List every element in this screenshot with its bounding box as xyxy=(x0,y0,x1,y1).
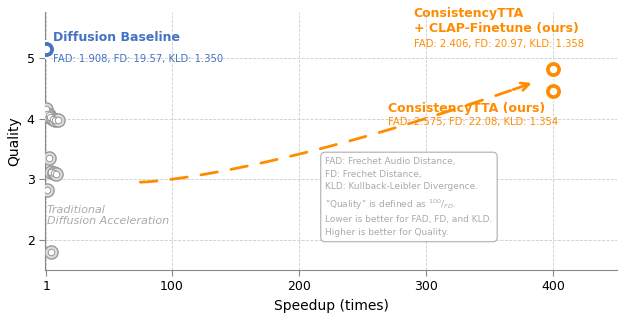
Text: + CLAP-Finetune (ours): + CLAP-Finetune (ours) xyxy=(414,22,578,36)
Point xyxy=(42,111,52,116)
Text: FAD: 2.575, FD: 22.08, KLD: 1.354: FAD: 2.575, FD: 22.08, KLD: 1.354 xyxy=(388,117,558,127)
Point xyxy=(51,172,61,177)
Point xyxy=(41,46,51,51)
Point xyxy=(50,117,60,122)
Point xyxy=(41,46,51,51)
Y-axis label: Quality: Quality xyxy=(7,116,21,166)
Point xyxy=(46,249,56,254)
Point xyxy=(49,171,59,176)
Point xyxy=(47,116,57,121)
Point xyxy=(44,155,54,160)
Text: ConsistencyTTA (ours): ConsistencyTTA (ours) xyxy=(388,102,545,115)
Point xyxy=(548,89,558,94)
Point xyxy=(51,172,61,177)
X-axis label: Speedup (times): Speedup (times) xyxy=(273,299,388,313)
Point xyxy=(44,113,54,118)
Text: FAD: 2.406, FD: 20.97, KLD: 1.358: FAD: 2.406, FD: 20.97, KLD: 1.358 xyxy=(414,39,583,49)
Point xyxy=(42,188,52,193)
Text: FAD: 1.908, FD: 19.57, KLD: 1.350: FAD: 1.908, FD: 19.57, KLD: 1.350 xyxy=(52,54,223,64)
Point xyxy=(47,116,57,121)
Text: Traditional
Diffusion Acceleration: Traditional Diffusion Acceleration xyxy=(47,204,169,226)
Point xyxy=(548,89,558,94)
Text: ConsistencyTTA: ConsistencyTTA xyxy=(414,7,524,20)
Point xyxy=(41,107,51,112)
Point xyxy=(49,171,59,176)
Point xyxy=(52,118,62,123)
Point xyxy=(42,188,52,193)
Point xyxy=(44,113,54,118)
Point xyxy=(46,169,56,174)
Point xyxy=(45,115,55,120)
Point xyxy=(41,107,51,112)
Point xyxy=(44,155,54,160)
Text: FAD: Frechet Audio Distance,
FD: Frechet Distance,
KLD: Kullback-Leibler Diverge: FAD: Frechet Audio Distance, FD: Frechet… xyxy=(325,157,492,237)
Point xyxy=(50,117,60,122)
Point xyxy=(548,66,558,71)
Point xyxy=(42,111,52,116)
Point xyxy=(46,249,56,254)
Point xyxy=(46,169,56,174)
Point xyxy=(52,118,62,123)
Point xyxy=(548,66,558,71)
Text: Diffusion Baseline: Diffusion Baseline xyxy=(52,31,180,44)
Point xyxy=(45,115,55,120)
